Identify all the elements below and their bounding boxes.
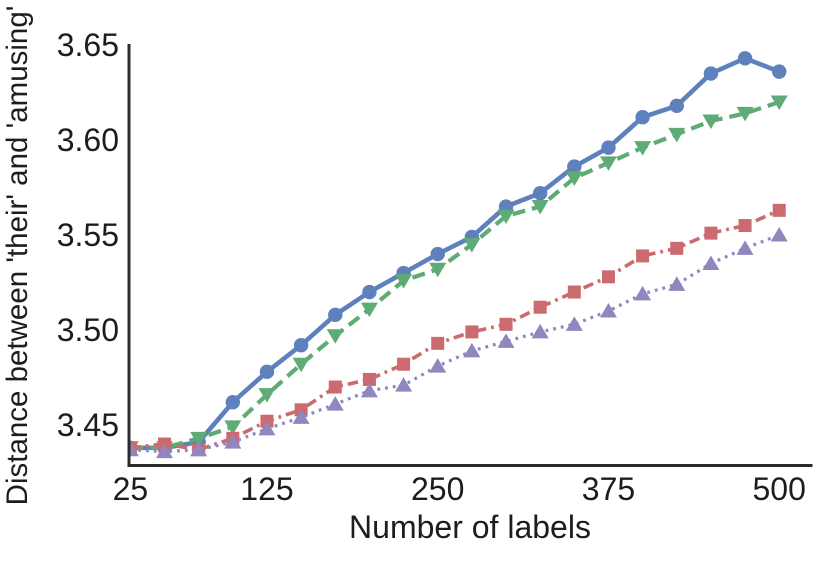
triangle-up-marker [129, 441, 139, 457]
square-marker [772, 203, 786, 217]
triangle-up-marker [258, 420, 276, 436]
triangle-up-marker [531, 323, 549, 339]
triangle-up-marker [224, 434, 242, 449]
square-marker [533, 300, 547, 314]
triangle-down-marker [599, 156, 617, 171]
series-blue-solid-circles [129, 51, 787, 456]
circle-marker [567, 159, 582, 174]
triangle-down-marker [736, 106, 754, 122]
y-tick-label: 3.50 [57, 312, 119, 348]
plot-series-layer [129, 51, 788, 459]
triangle-up-marker [565, 316, 583, 331]
triangle-up-marker [395, 377, 413, 392]
axis-tick-labels: 25 125 250 375 500 3.45 3.50 3.55 3.60 3.65 [57, 27, 806, 507]
square-marker [738, 219, 752, 233]
x-tick-label: 250 [411, 471, 464, 507]
circle-marker [328, 307, 343, 323]
triangle-up-marker [190, 441, 208, 457]
square-marker [397, 357, 411, 371]
y-tick-label: 3.65 [57, 27, 119, 63]
triangle-up-marker [770, 227, 788, 242]
triangle-down-marker [565, 171, 583, 187]
circle-marker [259, 364, 275, 380]
square-marker [431, 336, 445, 350]
triangle-down-marker [634, 141, 652, 156]
x-tick-label: 500 [753, 471, 806, 507]
series-purple-dotted-triangles-up [129, 227, 788, 459]
circle-marker [635, 110, 650, 125]
square-marker [465, 325, 479, 339]
y-axis-title: Distance between 'their' and 'amusing' [1, 6, 34, 506]
triangle-up-marker [156, 443, 174, 459]
triangle-down-marker [224, 420, 242, 435]
triangle-down-marker [292, 357, 310, 373]
triangle-down-marker [190, 431, 208, 447]
triangle-down-marker [702, 114, 720, 130]
circle-marker [601, 140, 616, 155]
triangle-up-marker [360, 382, 378, 398]
triangle-down-marker [258, 388, 276, 403]
triangle-up-marker [736, 240, 754, 255]
triangle-up-marker [326, 396, 344, 411]
triangle-up-marker [463, 342, 481, 358]
square-marker [670, 241, 684, 255]
triangle-up-marker [702, 255, 720, 271]
x-tick-label: 25 [113, 471, 149, 507]
triangle-down-marker [497, 209, 515, 225]
triangle-down-marker [668, 127, 686, 143]
triangle-up-marker [634, 285, 652, 301]
series-green-dashed-triangles-down [129, 95, 788, 456]
circle-marker [225, 395, 241, 410]
square-marker [704, 226, 718, 240]
triangle-up-marker [497, 333, 515, 348]
series-line-dotted [130, 233, 780, 454]
triangle-up-marker [599, 303, 617, 318]
circle-marker [430, 246, 445, 262]
y-tick-label: 3.60 [57, 122, 119, 158]
circle-marker [669, 98, 684, 114]
x-tick-label: 375 [582, 471, 635, 507]
x-axis-title: Number of labels [349, 509, 591, 545]
circle-marker [772, 64, 787, 79]
circle-marker [362, 284, 377, 300]
triangle-down-marker [429, 262, 447, 278]
triangle-up-marker [292, 409, 310, 424]
square-marker [601, 270, 615, 284]
square-marker [567, 285, 581, 299]
circle-marker [737, 51, 753, 66]
square-marker [362, 372, 376, 386]
circle-marker [703, 66, 719, 81]
x-tick-label: 125 [240, 471, 293, 507]
triangle-down-marker [395, 274, 413, 289]
triangle-down-marker [531, 200, 549, 215]
square-marker [328, 380, 342, 394]
circle-marker [532, 186, 548, 201]
triangle-down-marker [770, 95, 788, 111]
series-red-dashdot-squares [129, 203, 786, 457]
y-tick-label: 3.55 [57, 217, 119, 253]
triangle-up-marker [429, 358, 447, 373]
y-tick-label: 3.45 [57, 407, 119, 443]
triangle-up-marker [668, 276, 686, 291]
triangle-down-marker [463, 238, 481, 253]
triangle-down-marker [360, 302, 378, 318]
circle-marker [293, 338, 309, 353]
square-marker [499, 317, 513, 331]
triangle-down-marker [326, 329, 344, 344]
square-marker [636, 249, 650, 263]
series-line-dashed [130, 100, 780, 450]
